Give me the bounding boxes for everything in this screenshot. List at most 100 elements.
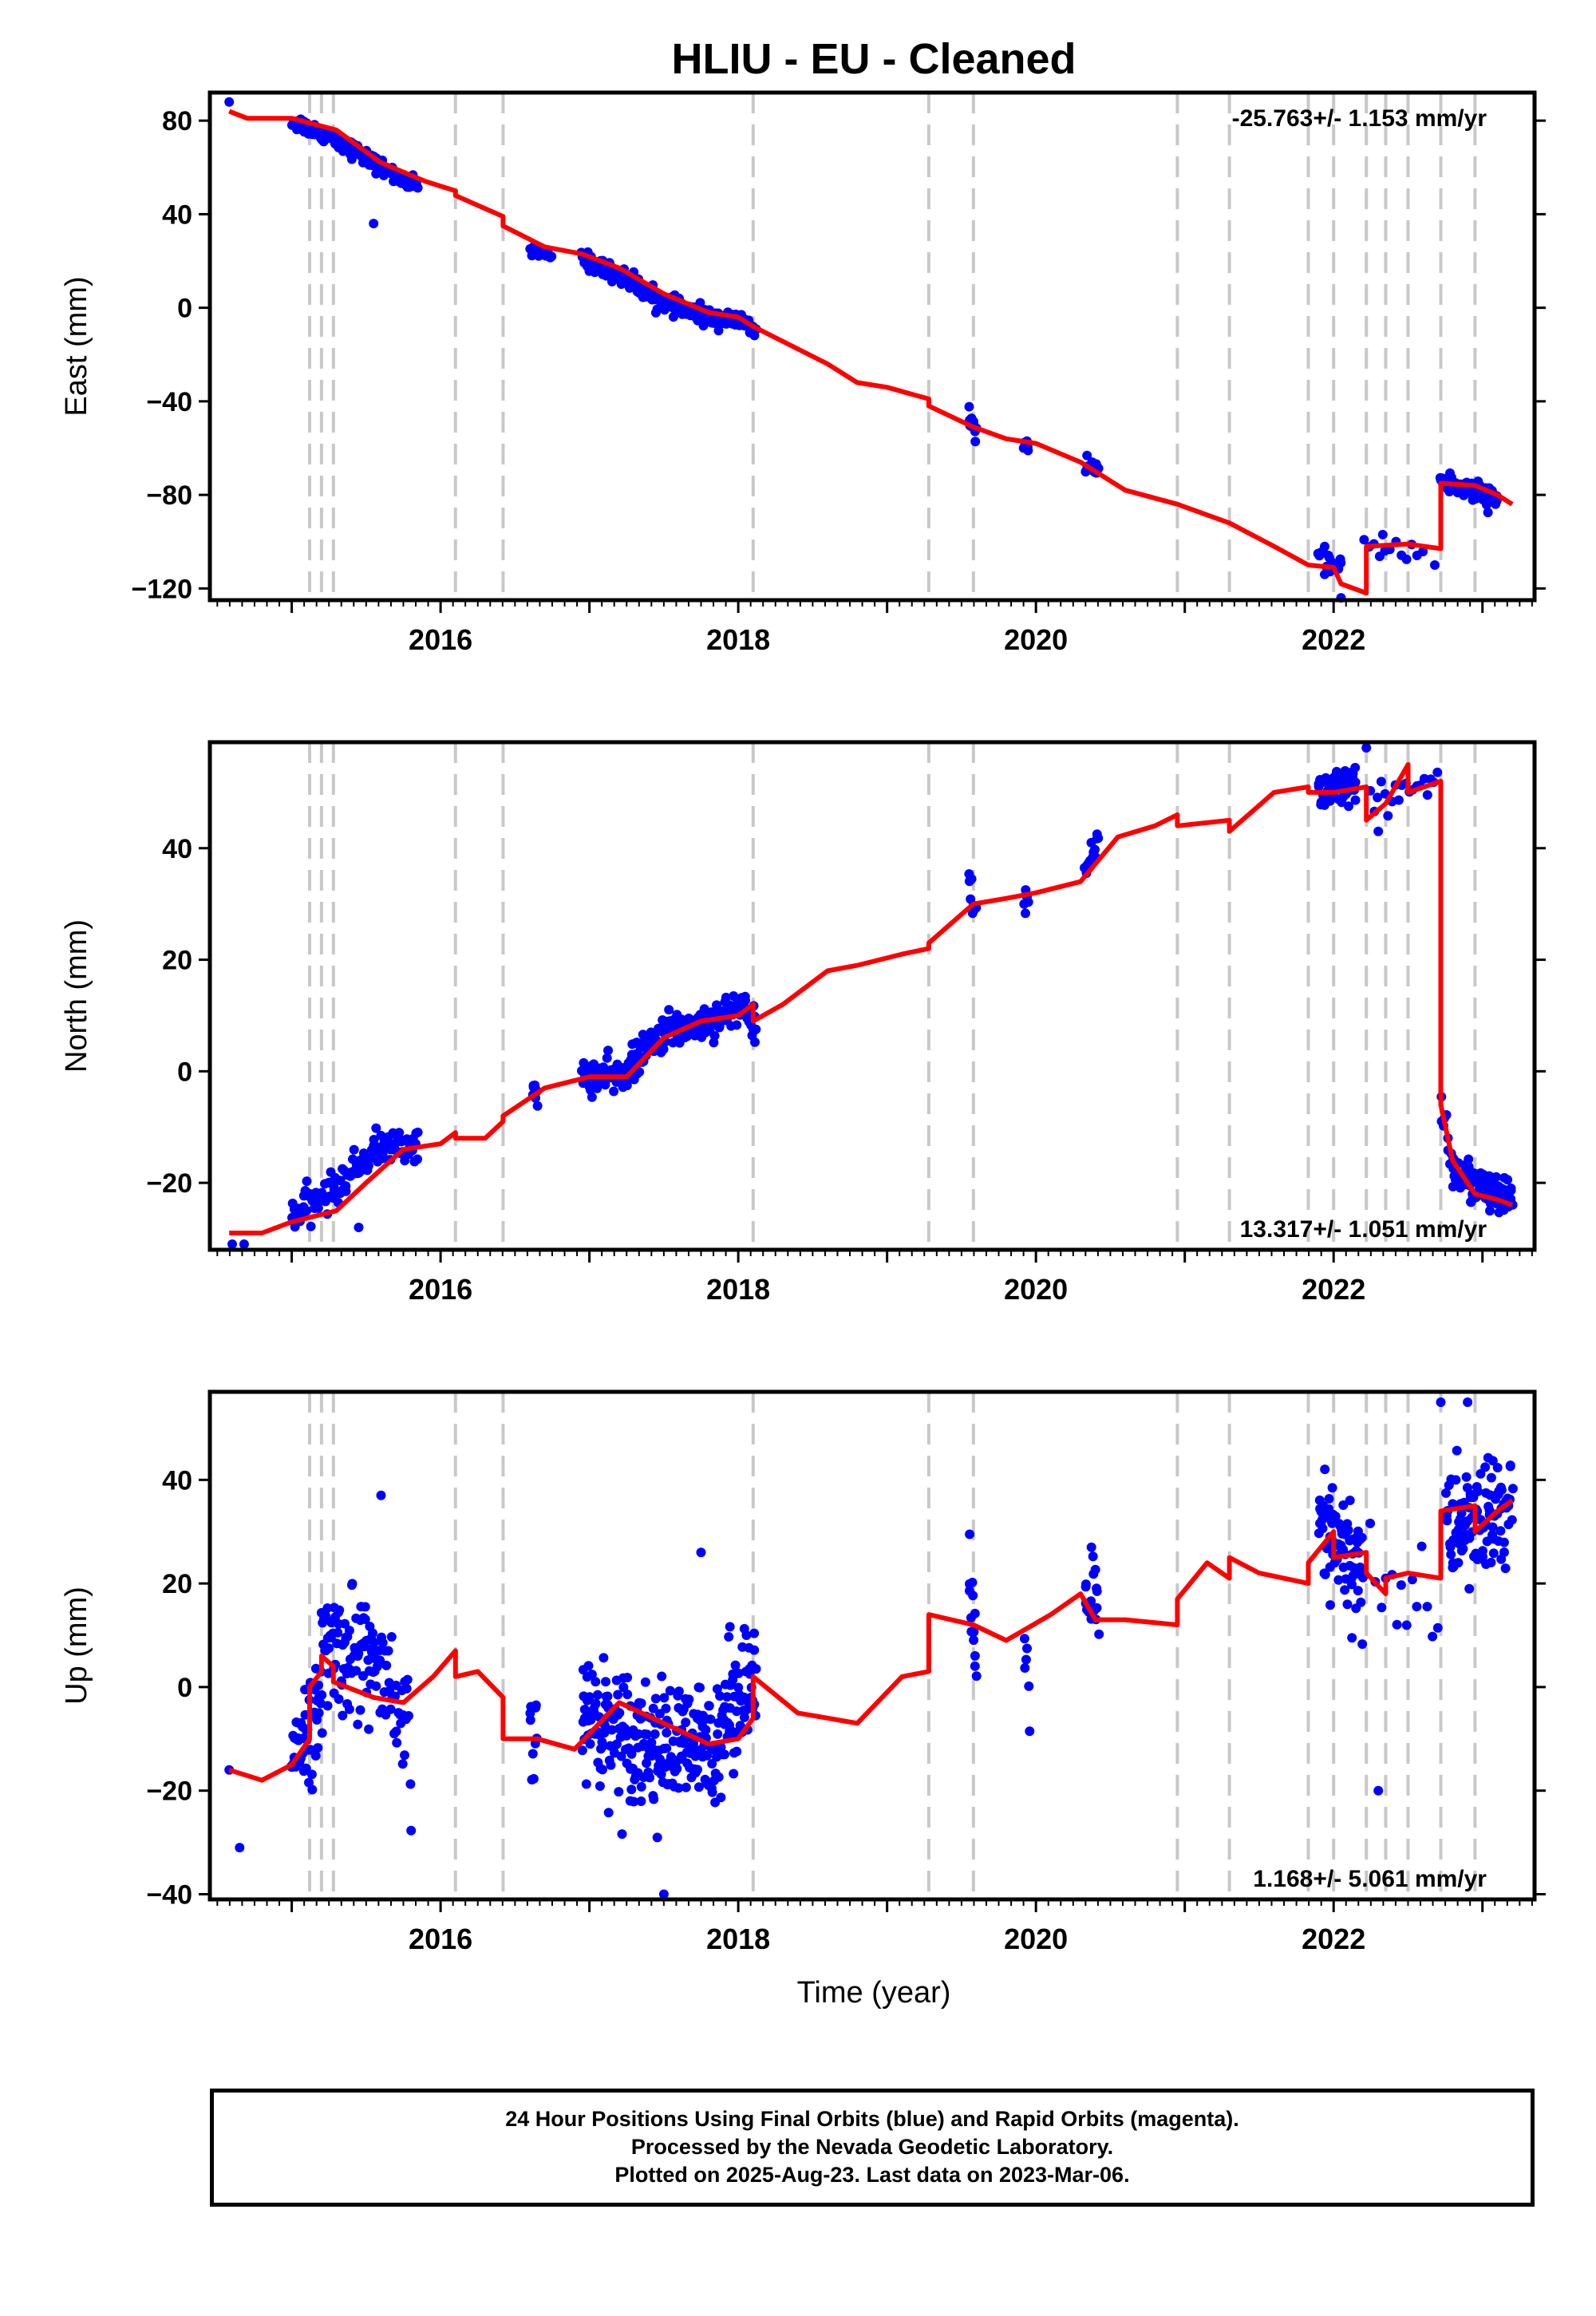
data-point	[1486, 1472, 1496, 1483]
data-point	[306, 1769, 317, 1780]
data-point	[1507, 1484, 1518, 1494]
data-point	[1356, 1597, 1366, 1607]
data-point	[1090, 1564, 1100, 1575]
data-point	[371, 1681, 381, 1691]
data-point	[227, 1239, 237, 1249]
data-point	[1094, 1629, 1104, 1639]
data-point	[674, 1783, 684, 1793]
data-point	[595, 1781, 605, 1791]
data-point	[626, 1749, 637, 1759]
data-point	[239, 1239, 249, 1249]
data-point	[1344, 801, 1353, 812]
data-point	[971, 1671, 982, 1682]
y-axis-label-north: North (mm)	[60, 919, 93, 1073]
panel-north: 40 20 0 −20 2016 2018 2020 2022 North (mm) 13.317…	[60, 740, 1546, 1306]
data-point	[593, 1690, 602, 1700]
data-point	[1407, 1575, 1417, 1585]
data-point	[391, 1726, 401, 1737]
data-point	[1350, 777, 1361, 788]
data-point	[1324, 1494, 1334, 1504]
data-point	[317, 1690, 327, 1700]
model-line-up	[228, 1498, 1514, 1783]
data-point	[413, 183, 423, 193]
y-axis-label-east: East (mm)	[60, 276, 93, 416]
data-point	[401, 1683, 412, 1694]
data-point	[1392, 1619, 1402, 1630]
data-point	[618, 1682, 629, 1693]
rate-label-east: -25.763+/- 1.153 mm/yr	[1232, 105, 1487, 132]
data-point	[749, 1628, 760, 1638]
y-tick-label: 0	[177, 1057, 192, 1087]
data-point	[1441, 1488, 1451, 1498]
data-point	[1464, 1154, 1474, 1164]
data-point	[716, 1742, 726, 1753]
data-point	[967, 1577, 978, 1587]
chart-title: HLIU - EU - Cleaned	[671, 35, 1077, 83]
data-point	[585, 1739, 595, 1749]
x-tick-label: 2016	[409, 1273, 472, 1306]
data-point	[648, 1703, 658, 1713]
data-point	[376, 1490, 386, 1500]
data-point	[1480, 1462, 1491, 1472]
data-point	[1461, 1472, 1472, 1482]
y-tick-label: 20	[162, 946, 192, 976]
data-point	[606, 1760, 616, 1770]
data-point	[674, 1686, 684, 1697]
data-point	[1486, 1557, 1496, 1567]
data-point	[306, 1221, 316, 1231]
data-point	[1092, 1603, 1102, 1613]
data-point	[1373, 826, 1384, 836]
data-point	[583, 1661, 594, 1671]
data-point	[1336, 558, 1346, 568]
data-point	[1499, 1547, 1509, 1557]
data-point	[1476, 1468, 1486, 1479]
data-point	[1090, 844, 1100, 855]
data-point	[1021, 908, 1030, 919]
data-point	[695, 298, 705, 308]
data-point	[369, 1638, 379, 1648]
data-point	[616, 1751, 626, 1761]
data-point	[622, 1081, 632, 1091]
data-point	[1377, 1603, 1387, 1613]
data-point	[970, 1661, 980, 1671]
data-point	[598, 1765, 607, 1775]
data-point	[1080, 1579, 1091, 1590]
y-tick-label: 20	[162, 1569, 192, 1599]
data-point	[693, 1765, 702, 1775]
data-point	[636, 1796, 646, 1806]
x-tick-label: 2016	[409, 623, 472, 656]
data-point	[314, 1708, 324, 1718]
data-point	[626, 1784, 637, 1795]
data-point	[313, 1743, 323, 1753]
y-tick-label: −40	[146, 387, 192, 417]
data-point	[351, 1666, 361, 1676]
data-point	[406, 1825, 417, 1836]
data-point	[1464, 1583, 1475, 1594]
x-tick-label: 2020	[1004, 1273, 1068, 1306]
data-point	[324, 1643, 334, 1654]
data-point	[1463, 1397, 1473, 1407]
data-point	[587, 1092, 597, 1102]
data-point	[314, 1680, 323, 1690]
data-point	[729, 1769, 739, 1779]
data-point	[1505, 1461, 1515, 1472]
data-point	[386, 1632, 397, 1642]
data-point	[1373, 792, 1383, 803]
data-point	[1422, 1602, 1432, 1612]
data-point	[377, 1638, 388, 1648]
data-point	[652, 1832, 662, 1843]
data-point	[713, 1729, 723, 1739]
data-point	[375, 1655, 385, 1666]
data-point	[1453, 1558, 1464, 1568]
data-point	[1361, 743, 1372, 753]
data-point	[1485, 1206, 1495, 1216]
data-point	[1483, 508, 1493, 518]
data-point	[1340, 1585, 1350, 1595]
data-point	[739, 1712, 749, 1722]
data-point	[681, 1782, 691, 1792]
data-point	[1452, 1445, 1462, 1456]
data-point	[397, 1759, 408, 1769]
data-point	[1327, 1483, 1337, 1493]
data-point	[1342, 1599, 1353, 1610]
y-tick-label: −40	[146, 1880, 192, 1911]
